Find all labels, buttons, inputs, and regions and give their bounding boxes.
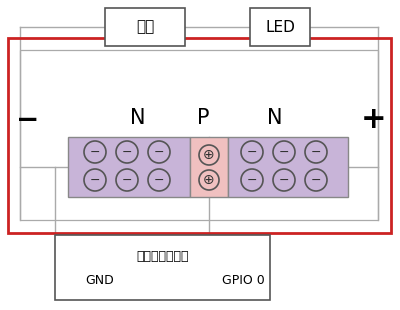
- Text: ⊕: ⊕: [203, 173, 215, 187]
- Text: ⊕: ⊕: [203, 148, 215, 162]
- Text: −: −: [154, 174, 164, 187]
- Bar: [190, 137, 228, 197]
- Text: N: N: [130, 108, 146, 128]
- Text: −: −: [16, 106, 40, 134]
- Text: +: +: [361, 105, 387, 135]
- Text: −: −: [154, 145, 164, 158]
- Text: −: −: [122, 174, 132, 187]
- Text: −: −: [90, 145, 100, 158]
- Bar: [20, 50, 378, 220]
- Bar: [228, 137, 348, 197]
- Text: −: −: [311, 145, 321, 158]
- Bar: [250, 8, 310, 46]
- Text: LED: LED: [265, 20, 295, 34]
- Text: −: −: [311, 174, 321, 187]
- Text: N: N: [267, 108, 283, 128]
- Text: GND: GND: [85, 274, 114, 287]
- Text: −: −: [279, 145, 289, 158]
- Bar: [8, 38, 391, 233]
- Text: P: P: [197, 108, 209, 128]
- Bar: [105, 8, 185, 46]
- Text: −: −: [247, 174, 257, 187]
- Text: −: −: [90, 174, 100, 187]
- Bar: [55, 235, 270, 300]
- Bar: [68, 137, 190, 197]
- Text: 電池: 電池: [136, 20, 154, 34]
- Text: −: −: [122, 145, 132, 158]
- Text: −: −: [247, 145, 257, 158]
- Text: −: −: [279, 174, 289, 187]
- Text: マイクロビット: マイクロビット: [136, 250, 189, 264]
- Text: GPIO 0: GPIO 0: [222, 274, 265, 287]
